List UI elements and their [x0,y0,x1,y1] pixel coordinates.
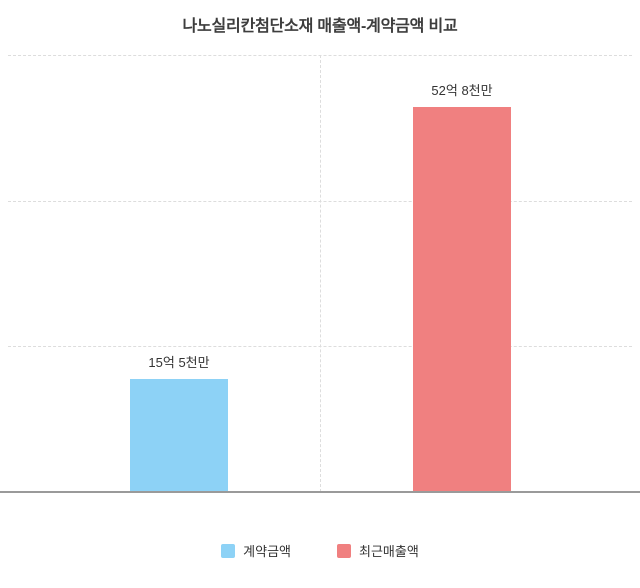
bar-value-label-contract: 15억 5천만 [148,355,210,371]
legend-label-recent-revenue: 최근매출액 [359,544,419,559]
bar-recent-revenue[interactable] [413,107,511,492]
legend: 계약금액 최근매출액 [0,541,640,560]
bar-group-recent-revenue: 52억 8천만 [413,55,511,492]
x-axis-baseline [0,491,640,493]
center-divider-line [320,55,321,492]
chart-title: 나노실리칸첨단소재 매출액-계약금액 비교 [182,18,458,35]
legend-item-recent-revenue[interactable]: 최근매출액 [337,541,419,560]
bar-contract-amount[interactable] [130,379,228,492]
bar-value-label-revenue: 52억 8천만 [431,83,493,99]
legend-item-contract-amount[interactable]: 계약금액 [221,541,291,560]
legend-swatch-recent-revenue [337,543,352,558]
bar-group-contract-amount: 15억 5천만 [130,55,228,492]
legend-swatch-contract-amount [221,543,236,558]
plot-area: 15억 5천만 52억 8천만 [0,55,640,493]
legend-label-contract-amount: 계약금액 [243,544,292,559]
